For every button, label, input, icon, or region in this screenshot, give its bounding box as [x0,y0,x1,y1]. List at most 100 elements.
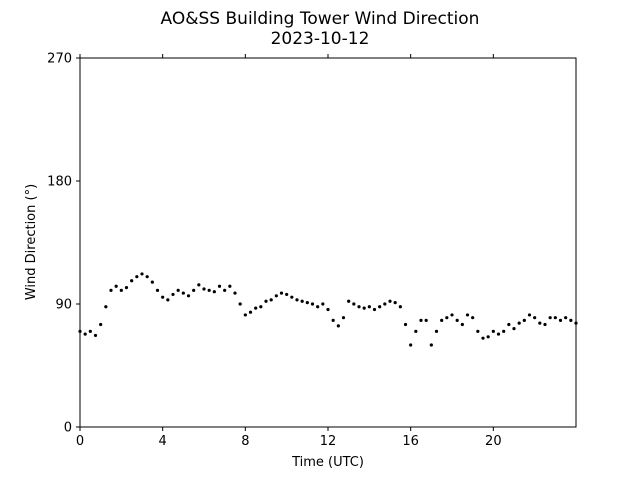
data-point [543,322,547,327]
data-point [99,322,103,327]
data-point [569,318,573,322]
data-point [212,290,216,294]
data-point [93,333,98,338]
x-tick-label: 8 [241,434,249,449]
data-point [207,288,211,292]
data-point [171,292,175,297]
data-point [279,291,284,295]
data-point [161,295,165,299]
data-point [450,313,454,317]
data-point [150,280,154,284]
data-point [378,305,382,309]
data-point [124,286,129,290]
data-point [192,288,196,292]
plot-frame [79,57,577,428]
x-tick-label: 20 [485,434,502,449]
data-point [409,343,413,347]
x-axis-ticks: 0 4 8 12 16 20 [76,54,502,449]
data-point [352,302,356,306]
data-point [507,322,511,327]
data-point [274,294,278,298]
data-point [290,295,294,299]
data-point [388,299,392,303]
data-point [197,283,201,287]
data-point [522,318,526,322]
chart-subtitle: 2023-10-12 [271,29,370,49]
data-point [347,299,351,303]
data-point [336,324,340,328]
data-point [471,316,475,320]
data-point [233,291,237,295]
data-point [176,288,180,292]
y-axis-ticks: 0 90 180 270 [47,52,80,436]
data-point [114,284,118,288]
data-point [512,327,516,331]
data-point [321,302,325,306]
data-point [217,284,222,288]
y-tick-label: 0 [64,421,72,436]
data-point [228,284,232,288]
data-point [455,318,459,322]
data-point [564,316,568,320]
data-point [398,305,402,309]
data-point [83,332,87,336]
data-point [243,313,247,317]
data-point [434,329,439,333]
data-point [202,287,206,291]
data-point [445,316,449,320]
data-point [264,299,268,303]
data-point [538,321,542,325]
data-point [429,343,433,347]
data-point [109,288,113,292]
x-tick-label: 0 [76,434,84,449]
data-point [491,329,495,333]
data-point [367,305,371,309]
data-point [403,322,408,327]
data-point [558,318,563,322]
data-point [440,318,444,322]
x-tick-label: 12 [320,434,337,449]
data-point [414,329,418,333]
data-points [78,272,578,347]
data-point [88,329,92,333]
data-point [383,302,387,306]
data-point [465,313,470,317]
data-point [517,321,521,325]
data-point [481,336,485,340]
data-point [166,298,170,302]
data-point [254,306,258,310]
data-point [269,298,273,302]
data-point [326,307,330,312]
data-point [419,318,423,322]
data-point [300,299,304,303]
data-point [362,306,366,310]
data-point [331,318,335,322]
data-point [119,288,123,292]
data-point [259,305,263,309]
x-tick-label: 16 [402,434,419,449]
x-tick-label: 4 [159,434,167,449]
data-point [548,316,552,320]
data-point [310,302,315,306]
data-point [248,310,253,314]
data-point [486,335,490,339]
data-point [135,275,139,279]
data-point [145,275,149,279]
data-point [357,305,361,309]
data-point [181,291,185,295]
data-point [527,313,532,317]
data-point [155,288,160,292]
data-point [285,292,289,297]
data-point [341,316,346,320]
data-point [305,301,309,305]
data-point [393,301,397,305]
data-point [104,305,108,309]
chart-title: AO&SS Building Tower Wind Direction [161,9,480,29]
data-point [496,332,501,336]
data-point [130,279,134,283]
x-axis-label: Time (UTC) [291,455,364,470]
y-axis-label: Wind Direction (°) [24,184,39,300]
data-point [316,305,320,309]
y-tick-label: 180 [47,175,72,190]
